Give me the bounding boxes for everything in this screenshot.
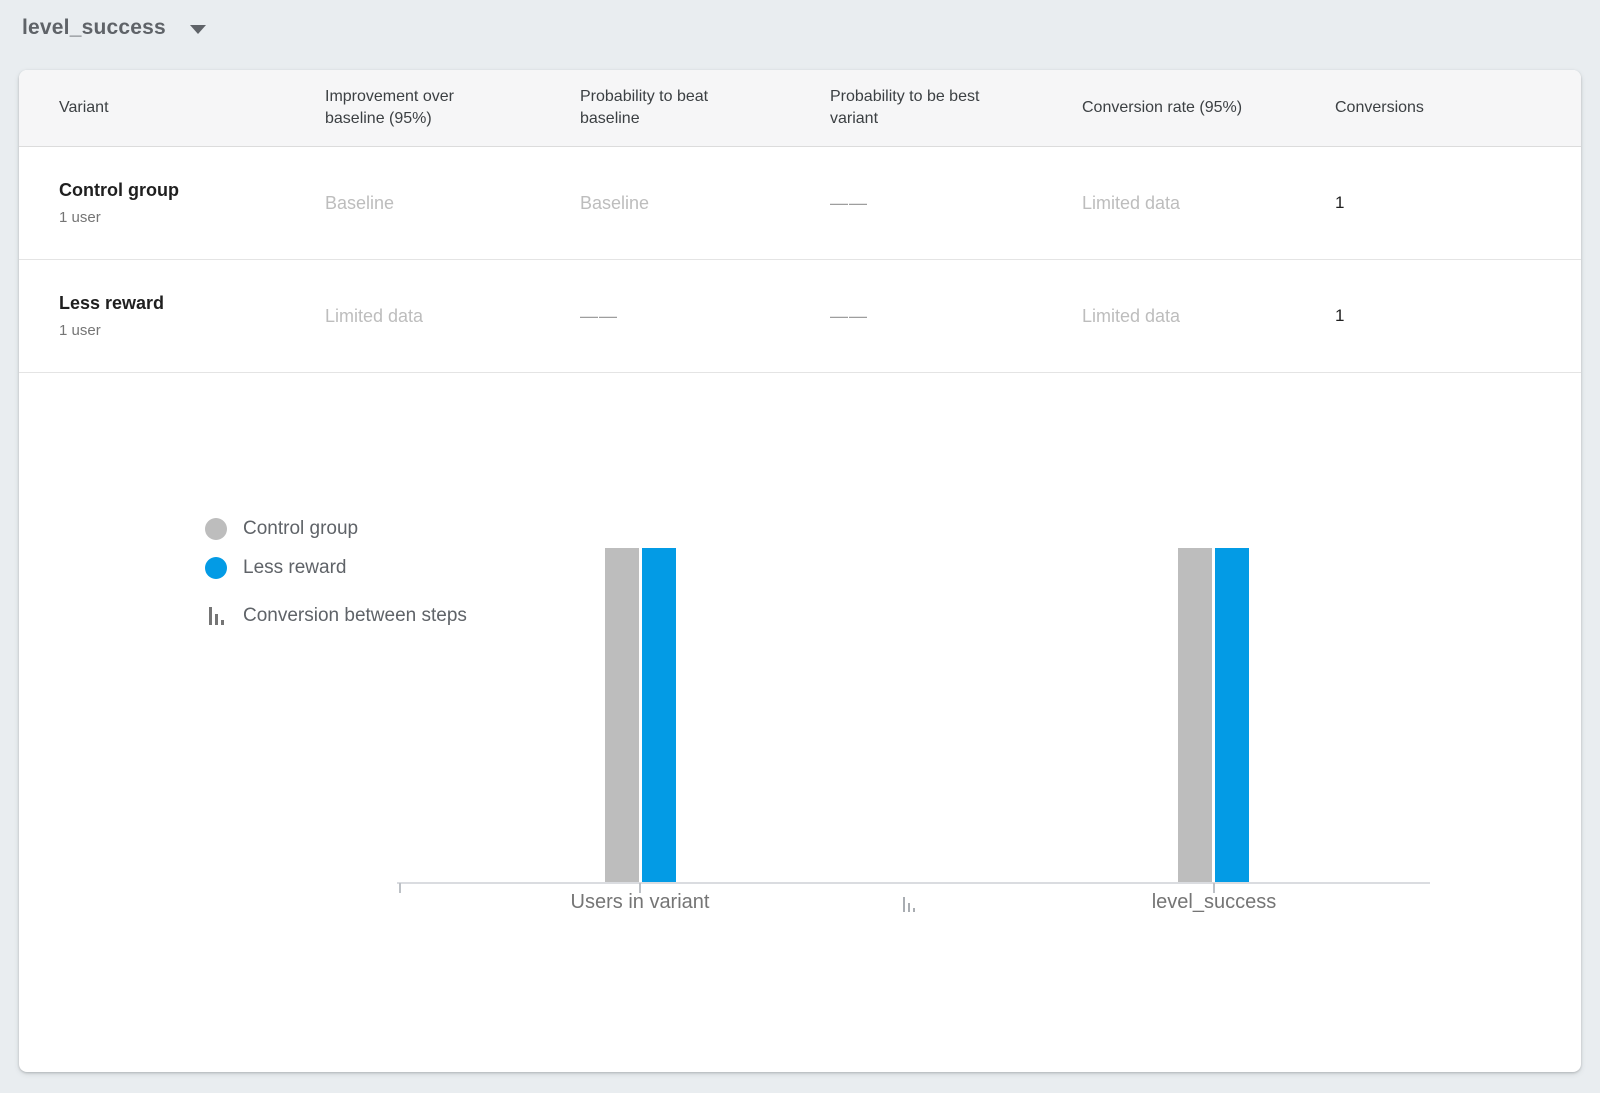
table-row-control-group: Control group 1 user Baseline Baseline —… <box>19 147 1581 260</box>
variant-cell: Control group 1 user <box>59 180 325 226</box>
x-axis-line <box>397 882 1430 884</box>
control-group-swatch-icon <box>205 518 227 540</box>
conversions-value: 1 <box>1335 306 1345 325</box>
conversion-between-steps-icon <box>205 607 227 625</box>
column-header-prob-best-variant: Probability to be best variant <box>830 88 980 127</box>
column-header-conversions: Conversions <box>1335 99 1424 116</box>
legend-label: Conversion between steps <box>243 605 467 626</box>
results-table-header: Variant Improvement over baseline (95%) … <box>19 70 1581 147</box>
x-axis-label-level-success: level_success <box>1151 891 1277 913</box>
table-row-less-reward: Less reward 1 user Limited data —— —— Li… <box>19 260 1581 373</box>
variant-name: Control group <box>59 180 179 200</box>
legend-item-conversion-between-steps: Conversion between steps <box>205 605 467 627</box>
bar-control-group-level-success <box>1178 548 1212 882</box>
improvement-value: Limited data <box>325 305 424 326</box>
legend-item-control-group: Control group <box>205 518 467 540</box>
column-header-prob-beat-baseline: Probability to beat baseline <box>580 88 709 127</box>
prob-beat-baseline-value: —— <box>580 305 618 326</box>
conversion-rate-value: Limited data <box>1082 305 1181 326</box>
prob-best-variant-value: —— <box>830 305 868 326</box>
legend-item-less-reward: Less reward <box>205 557 467 579</box>
conversion-between-steps-icon <box>903 897 915 912</box>
variant-name: Less reward <box>59 293 165 313</box>
column-header-conversion-rate: Conversion rate (95%) <box>1082 99 1243 116</box>
bar-less-reward-users-in-variant <box>642 548 676 882</box>
conversions-value: 1 <box>1335 193 1345 212</box>
legend-label: Less reward <box>243 557 347 578</box>
conversion-between-steps-marker <box>903 897 915 912</box>
experiment-results-card: Variant Improvement over baseline (95%) … <box>19 70 1581 1072</box>
conversion-rate-value: Limited data <box>1082 192 1181 213</box>
column-header-variant: Variant <box>59 99 109 116</box>
bar-less-reward-level-success <box>1215 548 1249 882</box>
prob-beat-baseline-value: Baseline <box>580 192 650 213</box>
bars-layer <box>19 548 1581 882</box>
column-header-improvement: Improvement over baseline (95%) <box>325 88 454 127</box>
metric-selector-dropdown[interactable]: level_success <box>22 16 206 40</box>
improvement-value: Baseline <box>325 192 395 213</box>
chart-legend: Control group Less reward Conversion bet… <box>205 518 467 627</box>
funnel-bar-chart: Control group Less reward Conversion bet… <box>19 373 1581 1072</box>
chevron-down-icon <box>189 25 206 34</box>
axis-tick <box>1213 883 1215 893</box>
variant-user-count: 1 user <box>59 209 101 226</box>
variant-user-count: 1 user <box>59 322 101 339</box>
variant-cell: Less reward 1 user <box>59 293 325 339</box>
bar-control-group-users-in-variant <box>605 548 639 882</box>
axis-tick <box>639 883 641 893</box>
x-axis-label-users-in-variant: Users in variant <box>570 891 710 913</box>
axis-tick <box>399 883 401 893</box>
legend-label: Control group <box>243 518 359 539</box>
prob-best-variant-value: —— <box>830 192 868 213</box>
metric-selector-value: level_success <box>22 16 166 39</box>
less-reward-swatch-icon <box>205 557 227 579</box>
